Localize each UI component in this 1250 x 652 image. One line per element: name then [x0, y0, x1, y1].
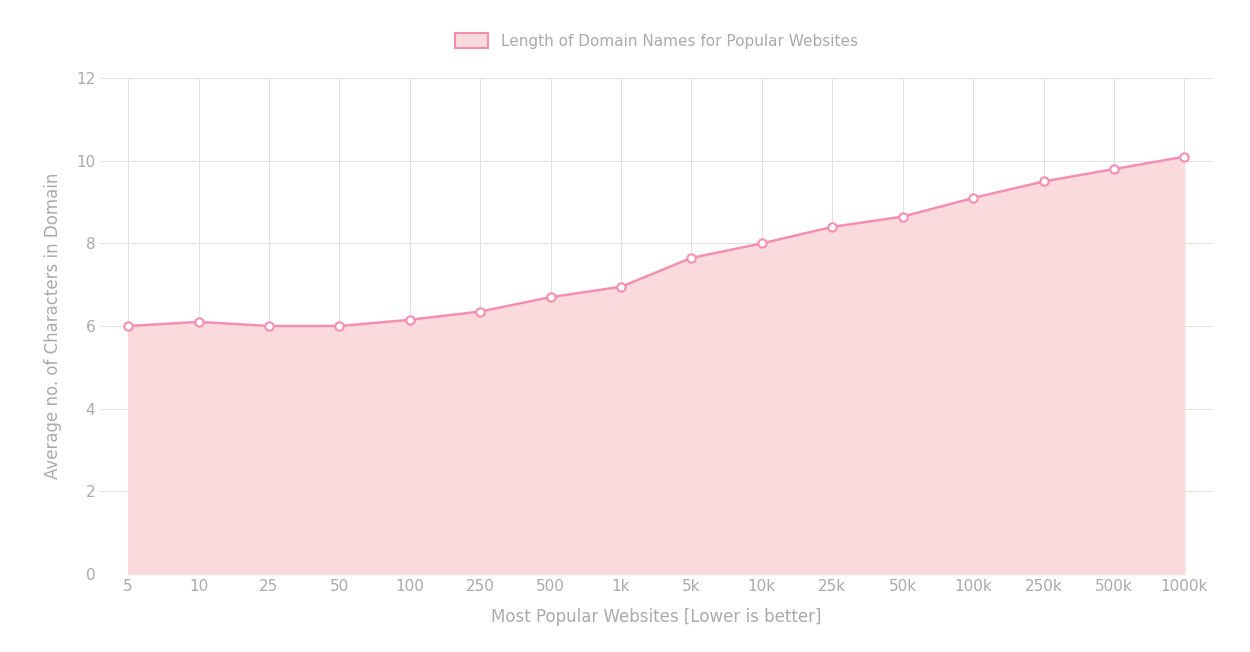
- Y-axis label: Average no. of Characters in Domain: Average no. of Characters in Domain: [44, 173, 63, 479]
- X-axis label: Most Popular Websites [Lower is better]: Most Popular Websites [Lower is better]: [491, 608, 821, 625]
- Legend: Length of Domain Names for Popular Websites: Length of Domain Names for Popular Websi…: [449, 27, 864, 55]
